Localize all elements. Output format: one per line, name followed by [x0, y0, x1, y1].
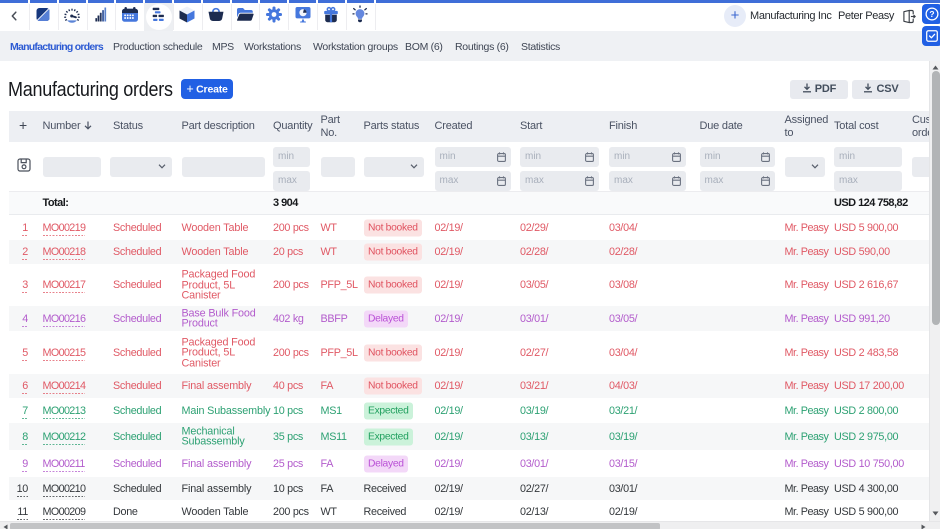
svg-text:?: ? [929, 9, 934, 19]
